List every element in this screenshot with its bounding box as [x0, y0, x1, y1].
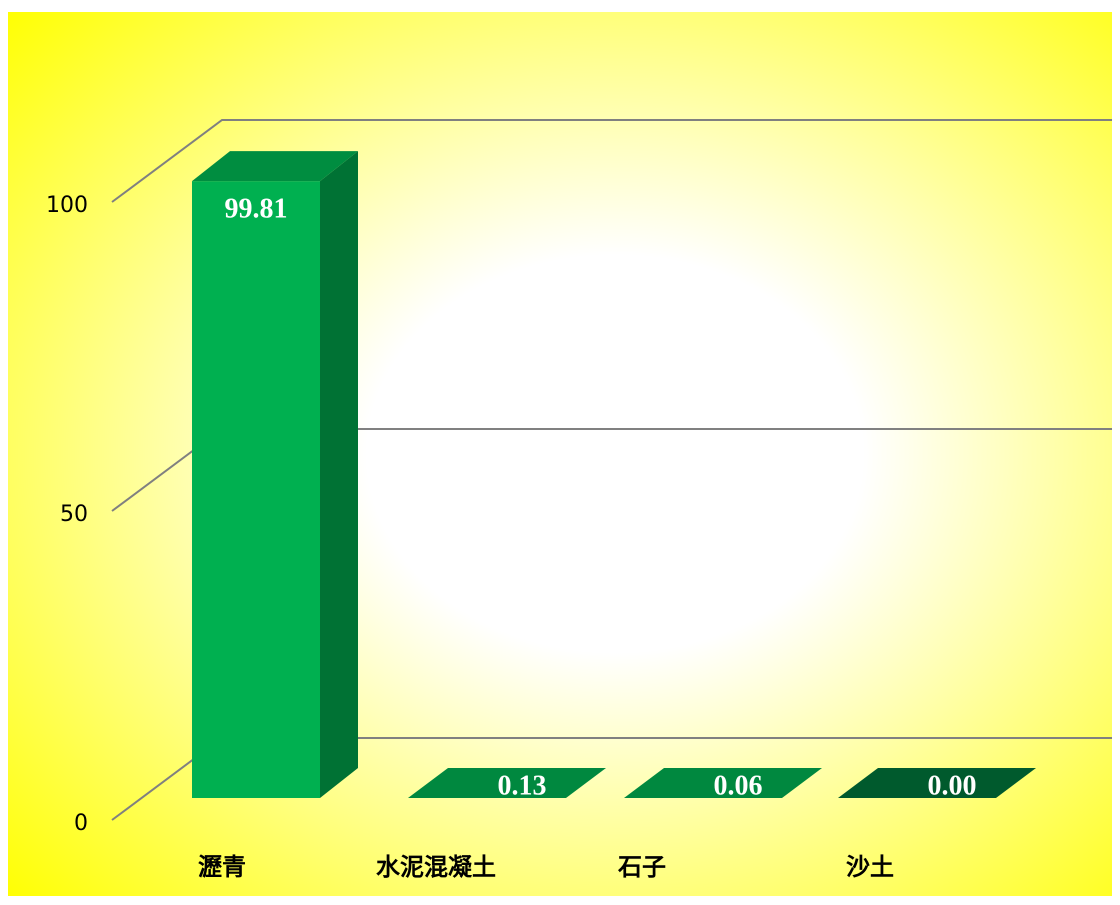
bar: [624, 768, 822, 798]
bar: [408, 768, 606, 798]
x-tick-label: 水泥混凝土: [376, 853, 496, 881]
bar-side: [320, 151, 358, 798]
y-tick-label: 100: [46, 193, 88, 218]
bar-top: [624, 768, 822, 798]
grid-line: [111, 119, 1112, 203]
y-tick-label: 50: [60, 502, 88, 527]
value-label: 0.06: [714, 770, 763, 801]
bar-top: [838, 768, 1036, 798]
bar-top: [408, 768, 606, 798]
bar-front: [192, 181, 320, 798]
y-tick-label: 0: [74, 811, 88, 836]
x-tick-label: 瀝青: [198, 853, 246, 881]
x-tick-label: 沙土: [846, 853, 894, 881]
bar-top: [192, 151, 358, 182]
x-tick-label: 石子: [617, 853, 666, 881]
bar: [838, 768, 1036, 798]
value-label: 0.00: [928, 770, 977, 801]
value-label: 0.13: [498, 770, 547, 801]
bar: [192, 151, 358, 798]
value-label: 99.81: [225, 194, 288, 225]
plot-background: [8, 12, 1112, 896]
